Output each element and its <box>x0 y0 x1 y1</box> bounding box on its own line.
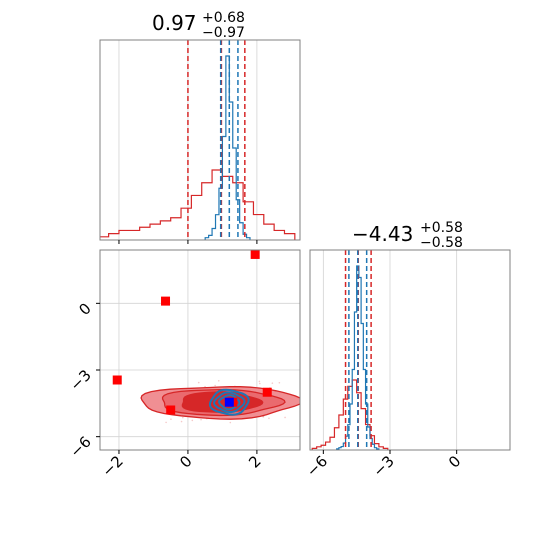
title-param-2: −4.43 +0.58 −0.58 <box>352 220 463 251</box>
sample-point <box>268 417 270 420</box>
x-tick-label: 0 <box>176 452 195 471</box>
red-square-marker <box>166 405 176 415</box>
title-param-2-value: −4.43 <box>352 222 413 246</box>
red-square-marker <box>161 296 171 306</box>
red-square-marker <box>112 375 122 385</box>
sample-point <box>229 421 232 424</box>
x-tick-label: −3 <box>369 452 397 480</box>
sample-point <box>217 379 220 382</box>
sample-point <box>200 418 202 421</box>
sample-point <box>259 382 261 385</box>
x-tick-labels-param-2: −6 −3 0 <box>303 452 465 480</box>
sample-point <box>182 416 184 419</box>
sample-point <box>262 415 265 418</box>
blue-square-marker <box>224 397 234 407</box>
histogram-plot-area <box>311 250 389 450</box>
histogram-param-1 <box>99 39 301 244</box>
sample-point <box>258 380 261 383</box>
x-tick-label: 0 <box>445 452 464 471</box>
x-tick-label: −6 <box>303 452 331 480</box>
red-square-marker <box>262 387 272 397</box>
panel-frame <box>99 39 301 241</box>
histogram-plot-area <box>100 40 296 240</box>
title-param-1: 0.97 +0.68 −0.97 <box>152 10 245 41</box>
histogram-blue <box>204 55 251 240</box>
title-param-2-minus: −0.58 <box>420 235 463 251</box>
sample-point <box>165 421 167 424</box>
y-tick-labels-param-2: −6 −3 0 <box>66 299 94 461</box>
sample-point <box>191 419 194 422</box>
x-tick-label: −2 <box>98 452 126 480</box>
title-param-2-plus: +0.58 <box>420 220 463 236</box>
y-tick-label: 0 <box>75 299 94 318</box>
panel-frame <box>309 249 511 451</box>
sample-point <box>180 420 183 423</box>
scatter-density-panel <box>96 249 301 454</box>
x-tick-labels-param-1: −2 0 2 <box>98 452 264 480</box>
density-plot-area <box>112 250 300 424</box>
sample-point <box>214 384 216 387</box>
histogram-red <box>100 169 296 240</box>
density-contour-blue <box>213 391 246 413</box>
x-tick-label: 2 <box>245 452 264 471</box>
histogram-red <box>311 379 389 450</box>
title-param-1-value: 0.97 <box>152 11 197 35</box>
sample-point <box>278 381 281 384</box>
sample-point <box>271 382 274 384</box>
sample-point <box>284 416 286 419</box>
sample-point <box>197 381 200 384</box>
sample-point <box>170 418 172 420</box>
red-square-marker <box>250 250 260 259</box>
title-param-1-minus: −0.97 <box>202 25 245 41</box>
density-contour-blue <box>218 394 241 411</box>
y-tick-label: −3 <box>66 366 94 394</box>
density-contour-blue <box>208 388 250 416</box>
histogram-param-2 <box>309 249 511 454</box>
title-param-1-plus: +0.68 <box>202 10 245 26</box>
panel-frame <box>99 249 301 451</box>
y-tick-label: −6 <box>66 433 94 461</box>
